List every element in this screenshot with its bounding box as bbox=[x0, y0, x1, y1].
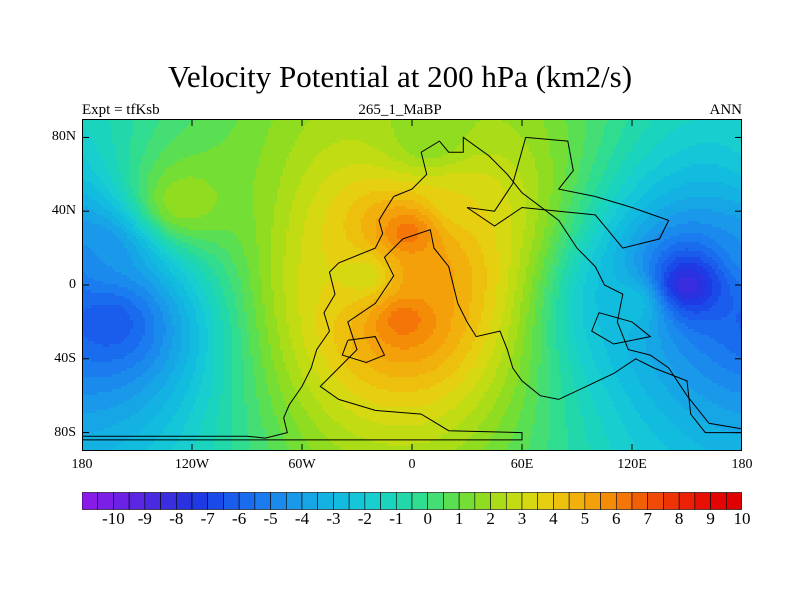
colorbar-swatch bbox=[443, 492, 460, 510]
colorbar-tick-label: 4 bbox=[538, 509, 568, 529]
colorbar-swatch bbox=[175, 492, 193, 510]
colorbar-tick-label: -6 bbox=[224, 509, 254, 529]
colorbar-tick-label: 5 bbox=[570, 509, 600, 529]
colorbar-tick-label: -4 bbox=[287, 509, 317, 529]
colorbar-swatch bbox=[113, 492, 130, 510]
x-tick-label: 120E bbox=[602, 457, 662, 473]
colorbar-swatch bbox=[663, 492, 680, 510]
contour-field bbox=[82, 119, 742, 451]
x-tick-label: 180 bbox=[52, 457, 112, 473]
colorbar-tick-label: -1 bbox=[381, 509, 411, 529]
colorbar-tick-label: 9 bbox=[696, 509, 726, 529]
x-tick-label: 60E bbox=[492, 457, 552, 473]
colorbar-swatch bbox=[474, 492, 491, 510]
colorbar-swatch bbox=[270, 492, 287, 510]
colorbar-swatch bbox=[600, 492, 617, 510]
colorbar-tick-label: 8 bbox=[664, 509, 694, 529]
colorbar-swatch bbox=[584, 492, 601, 510]
colorbar-tick-label: -8 bbox=[161, 509, 191, 529]
colorbar-tick-label: -7 bbox=[193, 509, 223, 529]
y-tick-label: 0 bbox=[40, 277, 76, 293]
colorbar-tick-label: 1 bbox=[444, 509, 474, 529]
colorbar-swatch bbox=[647, 492, 664, 510]
colorbar-swatch bbox=[521, 492, 539, 510]
colorbar-tick-label: -2 bbox=[350, 509, 380, 529]
colorbar-tick-label: 7 bbox=[633, 509, 663, 529]
colorbar-swatch bbox=[725, 492, 742, 510]
colorbar-swatch bbox=[97, 492, 114, 510]
colorbar-swatch bbox=[285, 492, 303, 510]
colorbar-swatch bbox=[160, 492, 177, 510]
colorbar-swatch bbox=[694, 492, 711, 510]
case-label: 265_1_MaBP bbox=[0, 101, 800, 119]
colorbar-swatch bbox=[348, 492, 366, 510]
colorbar-swatch bbox=[82, 492, 99, 510]
colorbar bbox=[82, 492, 742, 510]
colorbar-swatch bbox=[144, 492, 161, 510]
colorbar-swatch bbox=[395, 492, 413, 510]
colorbar-tick-label: 10 bbox=[727, 509, 757, 529]
colorbar-swatch bbox=[317, 492, 334, 510]
colorbar-swatch bbox=[568, 492, 586, 510]
velocity-potential-map bbox=[82, 119, 742, 451]
y-tick-label: 80N bbox=[40, 129, 76, 145]
colorbar-swatch bbox=[191, 492, 209, 510]
colorbar-tick-label: 6 bbox=[601, 509, 631, 529]
colorbar-swatch bbox=[458, 492, 476, 510]
colorbar-swatch bbox=[223, 492, 240, 510]
x-tick-label: 60W bbox=[272, 457, 332, 473]
colorbar-swatch bbox=[427, 492, 444, 510]
y-tick-label: 40N bbox=[40, 203, 76, 219]
colorbar-swatch bbox=[505, 492, 523, 510]
colorbar-swatch bbox=[631, 492, 649, 510]
colorbar-swatch bbox=[301, 492, 319, 510]
x-tick-label: 180 bbox=[712, 457, 772, 473]
colorbar-swatch bbox=[537, 492, 554, 510]
y-tick-label: 40S bbox=[40, 351, 76, 367]
season-label: ANN bbox=[710, 101, 743, 119]
colorbar-swatch bbox=[490, 492, 507, 510]
colorbar-swatch bbox=[615, 492, 633, 510]
colorbar-swatch bbox=[678, 492, 696, 510]
colorbar-swatch bbox=[411, 492, 429, 510]
colorbar-tick-label: 2 bbox=[476, 509, 506, 529]
colorbar-tick-label: -9 bbox=[130, 509, 160, 529]
colorbar-tick-label: 0 bbox=[413, 509, 443, 529]
colorbar-swatch bbox=[553, 492, 570, 510]
colorbar-swatch bbox=[207, 492, 224, 510]
colorbar-swatch bbox=[254, 492, 271, 510]
colorbar-swatch bbox=[238, 492, 256, 510]
colorbar-tick-label: -10 bbox=[98, 509, 128, 529]
chart-title: Velocity Potential at 200 hPa (km2/s) bbox=[0, 58, 800, 96]
x-tick-label: 120W bbox=[162, 457, 222, 473]
colorbar-tick-label: -3 bbox=[318, 509, 348, 529]
y-tick-label: 80S bbox=[40, 425, 76, 441]
colorbar-swatch bbox=[710, 492, 727, 510]
colorbar-tick-label: 3 bbox=[507, 509, 537, 529]
colorbar-tick-label: -5 bbox=[256, 509, 286, 529]
x-tick-label: 0 bbox=[382, 457, 442, 473]
colorbar-swatch bbox=[380, 492, 397, 510]
colorbar-swatch bbox=[364, 492, 381, 510]
colorbar-swatch bbox=[333, 492, 350, 510]
colorbar-swatch bbox=[128, 492, 146, 510]
